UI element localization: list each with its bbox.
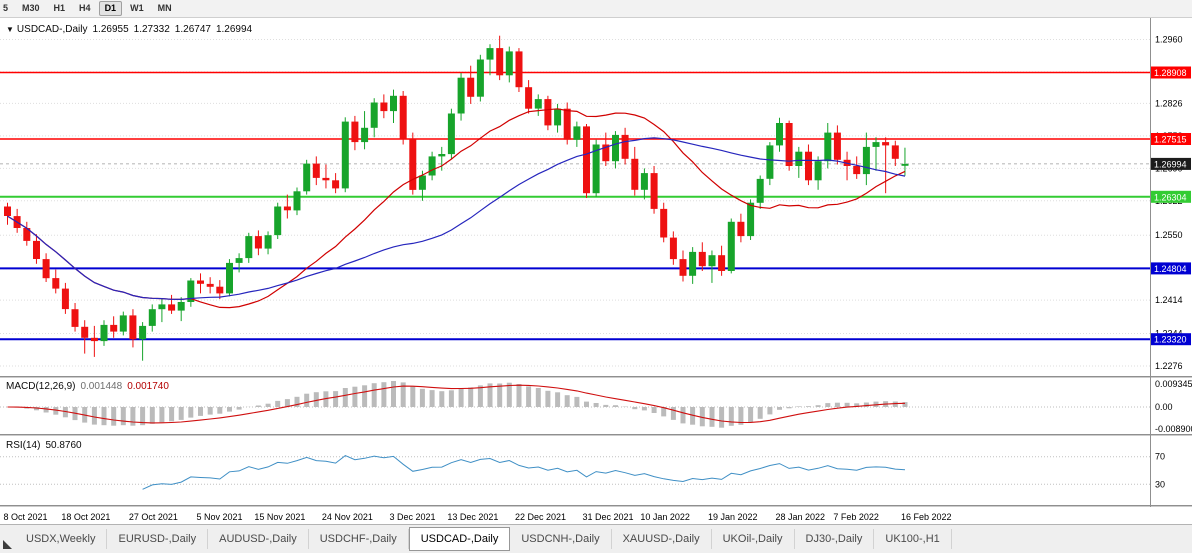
svg-text:7 Feb 2022: 7 Feb 2022 [833, 512, 879, 522]
svg-text:-0.008900: -0.008900 [1155, 424, 1192, 434]
price-tag-1.28908[interactable]: 1.28908 [1151, 66, 1191, 79]
tab-usdcad-daily[interactable]: USDCAD-,Daily [408, 527, 511, 551]
svg-text:15 Nov 2021: 15 Nov 2021 [254, 512, 305, 522]
chart-symbol-label: USDCAD-,Daily [16, 24, 88, 35]
rsi-levels: 70 30 [0, 452, 1165, 489]
price-tag-1.26304[interactable]: 1.26304 [1151, 190, 1191, 203]
rsi-line [142, 455, 906, 490]
svg-text:0.009345: 0.009345 [1155, 379, 1192, 389]
chart-dropdown-icon[interactable]: ▼ [6, 25, 14, 34]
tab-usdcnh-daily[interactable]: USDCNH-,Daily [510, 529, 612, 549]
svg-text:28 Jan 2022: 28 Jan 2022 [776, 512, 826, 522]
tab-eurusd-daily[interactable]: EURUSD-,Daily [107, 529, 209, 549]
svg-text:19 Jan 2022: 19 Jan 2022 [708, 512, 758, 522]
timeframe-d1[interactable]: D1 [98, 1, 123, 16]
svg-text:30: 30 [1155, 479, 1165, 489]
price-tag-1.24804[interactable]: 1.24804 [1151, 262, 1191, 275]
svg-text:70: 70 [1155, 452, 1165, 462]
macd-label: MACD(12,26,9) [6, 381, 76, 392]
svg-text:3 Dec 2021: 3 Dec 2021 [390, 512, 436, 522]
svg-text:1.23320: 1.23320 [1154, 335, 1187, 345]
timeframe-h4[interactable]: H4 [79, 3, 91, 13]
horizontal-levels [0, 71, 1150, 341]
timeframe-toolbar: 5 M30 H1 H4 D1 W1 MN [0, 0, 1192, 18]
svg-text:24 Nov 2021: 24 Nov 2021 [322, 512, 373, 522]
svg-text:1.26994: 1.26994 [1154, 159, 1187, 169]
rsi-label: RSI(14) [6, 440, 41, 451]
svg-text:16 Feb 2022: 16 Feb 2022 [901, 512, 952, 522]
macd-axis: 0.009345 0.00 -0.008900 [1155, 379, 1192, 434]
svg-text:22 Dec 2021: 22 Dec 2021 [515, 512, 566, 522]
price-gridlines [0, 39, 1150, 367]
svg-text:1.2960: 1.2960 [1155, 35, 1183, 45]
ma-40-line[interactable] [7, 137, 906, 301]
macd-header: MACD(12,26,9) 0.001448 0.001740 [6, 381, 174, 392]
macd-signal-value: 0.001740 [127, 381, 169, 392]
svg-text:18 Oct 2021: 18 Oct 2021 [61, 512, 110, 522]
svg-text:5 Nov 2021: 5 Nov 2021 [197, 512, 243, 522]
price-tag-1.23320[interactable]: 1.23320 [1151, 333, 1191, 346]
rsi-value: 50.8760 [45, 440, 82, 451]
timeframe-h1[interactable]: H1 [53, 3, 66, 13]
timeframe-5[interactable]: 5 [3, 3, 9, 13]
close-value: 1.26994 [215, 24, 253, 35]
tab-uk100-h1[interactable]: UK100-,H1 [874, 529, 952, 549]
tab-scroll-icon[interactable] [3, 539, 12, 549]
svg-text:0.00: 0.00 [1155, 402, 1173, 412]
open-value: 1.26955 [92, 24, 129, 35]
tab-audusd-daily[interactable]: AUDUSD-,Daily [208, 529, 309, 549]
tab-usdchf-daily[interactable]: USDCHF-,Daily [309, 529, 409, 549]
svg-text:31 Dec 2021: 31 Dec 2021 [583, 512, 634, 522]
price-tag-1.26994[interactable]: 1.26994 [1151, 157, 1191, 170]
svg-text:27 Oct 2021: 27 Oct 2021 [129, 512, 178, 522]
svg-text:1.2276: 1.2276 [1155, 361, 1183, 371]
rsi-header: RSI(14) 50.8760 [6, 440, 87, 451]
chart-ohlc-header: ▼ USDCAD-,Daily 1.26955 1.27332 1.26747 1.269… [6, 24, 257, 35]
low-value: 1.26747 [174, 24, 211, 35]
timeframe-mn[interactable]: MN [157, 3, 172, 13]
macd-signal-line [7, 384, 906, 424]
svg-text:1.2826: 1.2826 [1155, 98, 1183, 108]
svg-text:10 Jan 2022: 10 Jan 2022 [640, 512, 690, 522]
svg-text:8 Oct 2021: 8 Oct 2021 [4, 512, 48, 522]
tab-dj30-daily[interactable]: DJ30-,Daily [795, 529, 875, 549]
chart-tab-bar: USDX,Weekly EURUSD-,Daily AUDUSD-,Daily USD… [0, 524, 1192, 553]
tab-usdx-weekly[interactable]: USDX,Weekly [15, 529, 108, 549]
svg-text:1.27515: 1.27515 [1154, 135, 1187, 145]
chart-canvas[interactable]: 1.29601.28921.28261.27581.26901.26221.25… [0, 18, 1192, 523]
svg-text:1.24804: 1.24804 [1154, 264, 1187, 274]
high-value: 1.27332 [133, 24, 170, 35]
svg-text:1.2550: 1.2550 [1155, 230, 1183, 240]
tab-ukoil-daily[interactable]: UKOil-,Daily [712, 529, 795, 549]
svg-text:1.26304: 1.26304 [1154, 192, 1187, 202]
price-tag-1.27515[interactable]: 1.27515 [1151, 133, 1191, 145]
candles-layer [4, 35, 909, 361]
date-axis: 8 Oct 2021 18 Oct 2021 27 Oct 2021 5 Nov 20… [4, 512, 952, 522]
svg-text:1.2414: 1.2414 [1155, 295, 1183, 305]
tab-xauusd-daily[interactable]: XAUUSD-,Daily [612, 529, 712, 549]
svg-text:1.28908: 1.28908 [1154, 68, 1187, 78]
macd-main-value: 0.001448 [80, 381, 123, 392]
timeframe-w1[interactable]: W1 [130, 3, 144, 13]
timeframe-m30[interactable]: M30 [22, 3, 40, 13]
svg-text:13 Dec 2021: 13 Dec 2021 [447, 512, 498, 522]
